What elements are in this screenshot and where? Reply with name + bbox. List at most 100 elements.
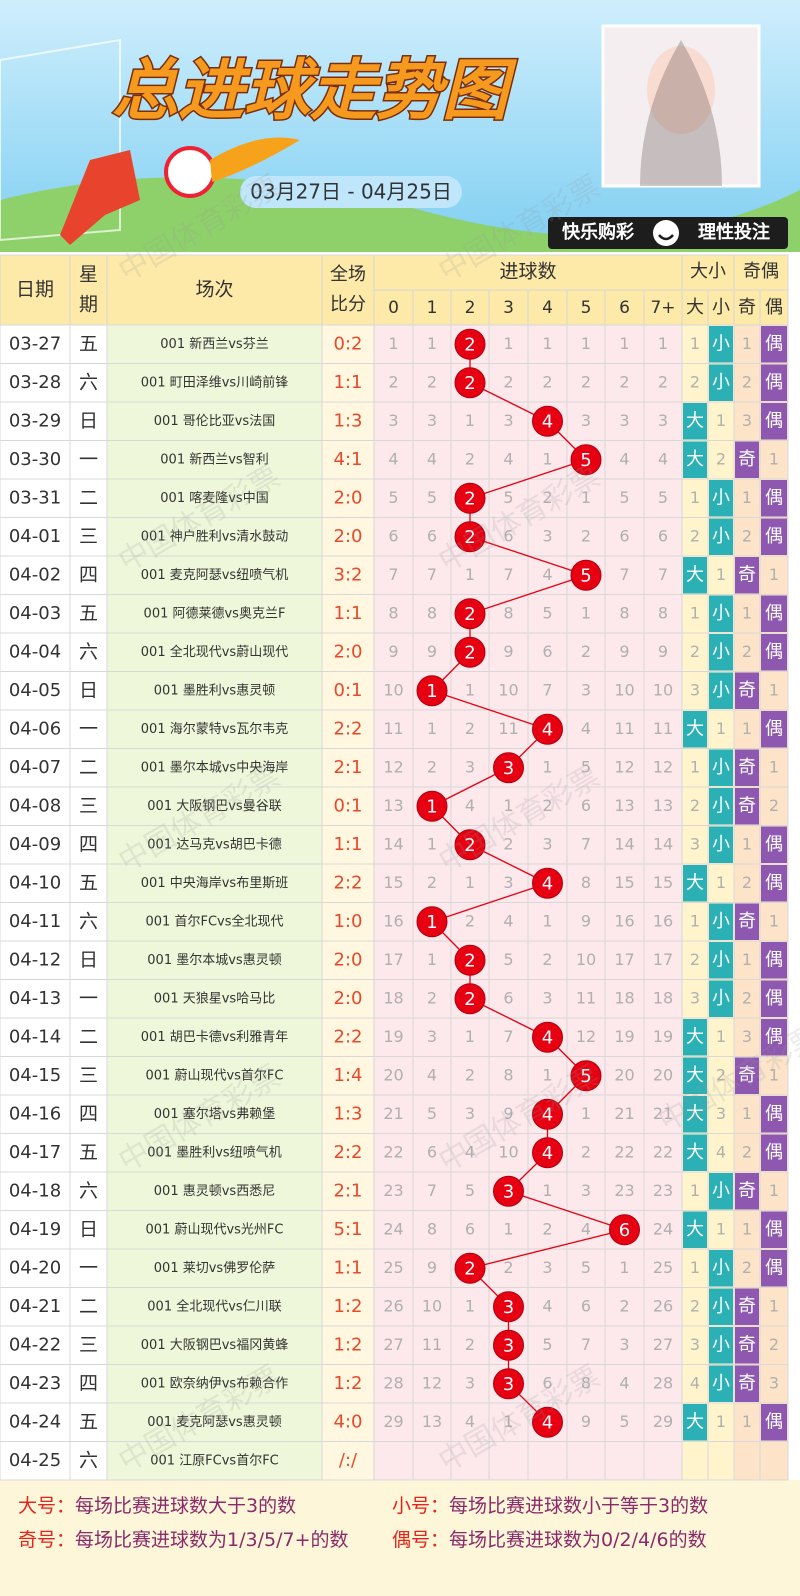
omission: 2 xyxy=(690,1296,700,1315)
match-cell xyxy=(106,324,323,364)
hit-ball xyxy=(493,1291,524,1323)
omission: 1 xyxy=(769,1065,779,1084)
score: 1:3 xyxy=(334,410,363,431)
cell xyxy=(643,324,683,364)
omission: 1 xyxy=(690,488,700,507)
cell xyxy=(681,517,709,557)
cell xyxy=(412,632,452,672)
tag-cell xyxy=(709,326,733,363)
omission: 2 xyxy=(465,449,475,468)
hit-ball xyxy=(532,713,563,745)
date: 04-24 xyxy=(9,1411,61,1432)
date: 04-06 xyxy=(9,718,61,739)
hit-ball xyxy=(532,1098,563,1130)
header-cell xyxy=(373,289,414,326)
omission: 2 xyxy=(581,1142,591,1161)
cell xyxy=(604,786,645,826)
hit-ball xyxy=(493,1175,524,1207)
tag-cell xyxy=(683,441,707,478)
cell xyxy=(643,1133,683,1173)
score: /:/ xyxy=(339,1450,358,1471)
omission: 19 xyxy=(614,1027,634,1046)
omission: 12 xyxy=(422,1373,442,1392)
omission: 2 xyxy=(503,1258,513,1277)
omission: 5 xyxy=(388,488,398,507)
tag: 大 xyxy=(686,1103,704,1124)
omission: 1 xyxy=(769,911,779,930)
ball-flame xyxy=(210,137,300,182)
omission: 5 xyxy=(619,1412,629,1431)
cell xyxy=(527,517,568,557)
cell xyxy=(566,940,606,980)
omission: 1 xyxy=(690,1181,700,1200)
cell xyxy=(604,1017,645,1057)
hit-number: 4 xyxy=(542,1104,553,1125)
omission: 12 xyxy=(576,1027,596,1046)
omission: 2 xyxy=(690,796,700,815)
cell xyxy=(733,825,761,865)
score-cell xyxy=(321,1056,375,1096)
hit-ball xyxy=(532,1137,563,1169)
omission: 3 xyxy=(388,411,398,430)
hit-number: 2 xyxy=(464,1258,475,1279)
omission: 2 xyxy=(427,757,437,776)
cell xyxy=(604,1094,645,1134)
date-cell xyxy=(0,940,71,980)
hit-ball xyxy=(454,367,486,399)
cell xyxy=(566,594,606,634)
date-cell xyxy=(0,825,71,865)
cell xyxy=(759,440,789,480)
score: 1:0 xyxy=(334,911,363,932)
score-cell xyxy=(321,594,375,634)
tag: 小 xyxy=(712,603,730,624)
tag-cell xyxy=(683,403,707,440)
date: 04-17 xyxy=(9,1142,61,1163)
tag: 偶 xyxy=(765,1103,783,1124)
score: 1:3 xyxy=(334,1103,363,1124)
omission: 2 xyxy=(427,988,437,1007)
date-cell xyxy=(0,709,71,749)
omission: 2 xyxy=(690,950,700,969)
omission: 1 xyxy=(742,1412,752,1431)
date: 03-29 xyxy=(9,410,61,431)
weekday: 日 xyxy=(79,1218,98,1240)
omission: 3 xyxy=(690,834,700,853)
weekday: 五 xyxy=(79,333,98,355)
tag: 小 xyxy=(712,526,730,547)
cell xyxy=(566,632,606,672)
omission: 3 xyxy=(581,411,591,430)
tag: 大 xyxy=(686,872,704,893)
omission: 9 xyxy=(581,911,591,930)
cell xyxy=(412,363,452,403)
date-cell xyxy=(0,863,71,903)
omission: 11 xyxy=(383,719,403,738)
tag-cell xyxy=(683,1211,707,1248)
hit-ball xyxy=(532,1406,563,1438)
score-cell xyxy=(321,478,375,518)
omission: 5 xyxy=(542,1335,552,1354)
omission: 1 xyxy=(742,1219,752,1238)
omission: 1 xyxy=(690,334,700,353)
cell xyxy=(759,1325,789,1365)
cell xyxy=(733,1094,761,1134)
omission: 2 xyxy=(465,911,475,930)
date-cell xyxy=(0,786,71,826)
cell xyxy=(643,1287,683,1327)
hit-ball xyxy=(454,944,486,976)
omission: 2 xyxy=(427,372,437,391)
omission: 10 xyxy=(498,680,518,699)
smile-mouth xyxy=(658,234,674,241)
match: 001 天狼星vs哈马比 xyxy=(154,991,275,1006)
weekday-cell xyxy=(69,709,108,749)
tag-cell xyxy=(709,903,733,940)
date-cell xyxy=(0,594,71,634)
cell xyxy=(527,902,568,942)
omission: 4 xyxy=(465,1142,475,1161)
cell xyxy=(759,786,789,826)
omission: 21 xyxy=(383,1104,403,1123)
cell xyxy=(707,1094,735,1134)
weekday-cell xyxy=(69,671,108,711)
omission: 5 xyxy=(427,488,437,507)
tag-cell xyxy=(683,1096,707,1133)
